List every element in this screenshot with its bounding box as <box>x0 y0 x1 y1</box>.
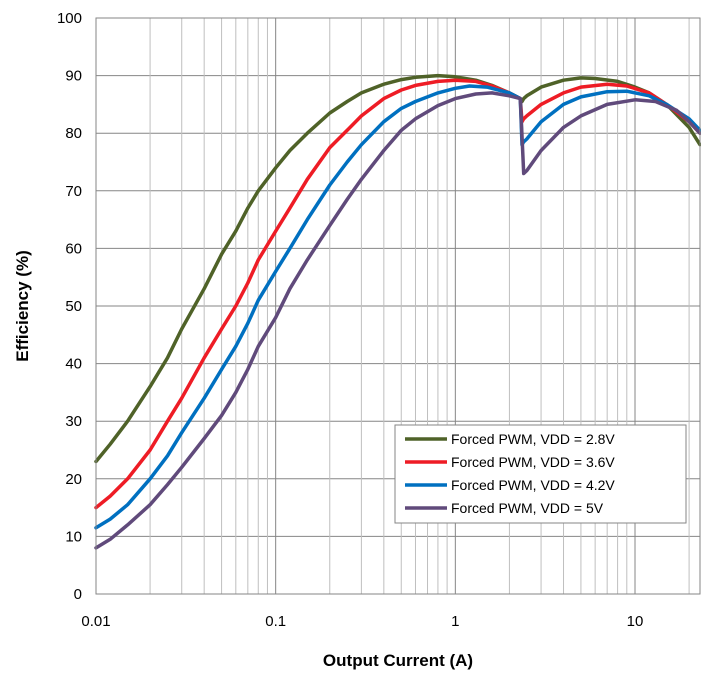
y-tick-label: 40 <box>65 356 82 373</box>
y-tick-label: 0 <box>74 586 82 603</box>
y-tick-label: 20 <box>65 471 82 488</box>
series-line-2 <box>94 78 701 510</box>
y-tick-label: 80 <box>65 125 82 142</box>
plot-frame <box>95 17 701 595</box>
series-line-1 <box>94 73 701 464</box>
x-tick-label: 0.01 <box>81 613 110 630</box>
legend-label: Forced PWM, VDD = 4.2V <box>451 477 615 493</box>
x-tick-label: 1 <box>451 613 459 630</box>
y-tick-label: 70 <box>65 183 82 200</box>
y-tick-label: 10 <box>65 528 82 545</box>
legend-label: Forced PWM, VDD = 3.6V <box>451 454 615 470</box>
series-line-3 <box>94 84 701 530</box>
series-line-4 <box>94 91 701 550</box>
x-tick-label: 0.1 <box>265 613 286 630</box>
x-axis-title: Output Current (A) <box>323 651 473 670</box>
x-tick-labels: 0.01 0.1 1 10 <box>81 613 643 630</box>
y-tick-label: 60 <box>65 240 82 257</box>
y-tick-label: 90 <box>65 68 82 85</box>
legend: Forced PWM, VDD = 2.8V Forced PWM, VDD = … <box>394 424 687 524</box>
legend-label: Forced PWM, VDD = 5V <box>451 500 604 516</box>
x-tick-label: 10 <box>627 613 644 630</box>
y-tick-label: 50 <box>65 298 82 315</box>
y-tick-label: 100 <box>57 10 82 27</box>
y-tick-label: 30 <box>65 413 82 430</box>
y-tick-labels: 0 10 20 30 40 50 60 70 80 90 100 <box>57 10 82 603</box>
legend-label: Forced PWM, VDD = 2.8V <box>451 431 615 447</box>
series-lines <box>94 73 701 550</box>
y-axis-title: Efficiency (%) <box>13 250 32 361</box>
